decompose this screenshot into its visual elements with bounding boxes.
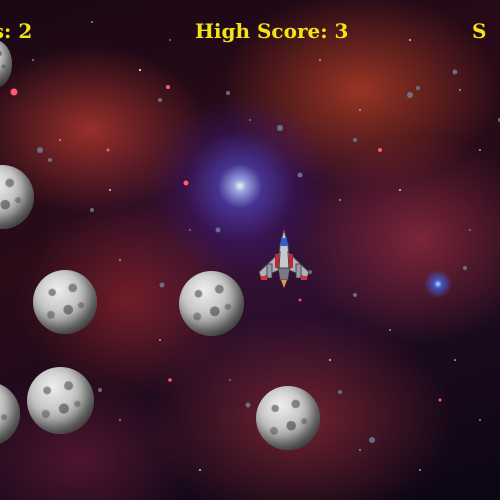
asteroid-icon (33, 270, 97, 334)
asteroid-icon (0, 40, 12, 88)
asteroid-icon (27, 367, 94, 434)
score-label: S (472, 19, 487, 43)
spaceship-icon[interactable] (255, 228, 313, 290)
asteroid-icon (179, 271, 244, 336)
asteroid-icon (256, 386, 320, 450)
asteroid-icon (0, 382, 20, 446)
lives-counter: es: 2 (0, 19, 33, 43)
high-score-label: High Score: 3 (195, 19, 349, 43)
